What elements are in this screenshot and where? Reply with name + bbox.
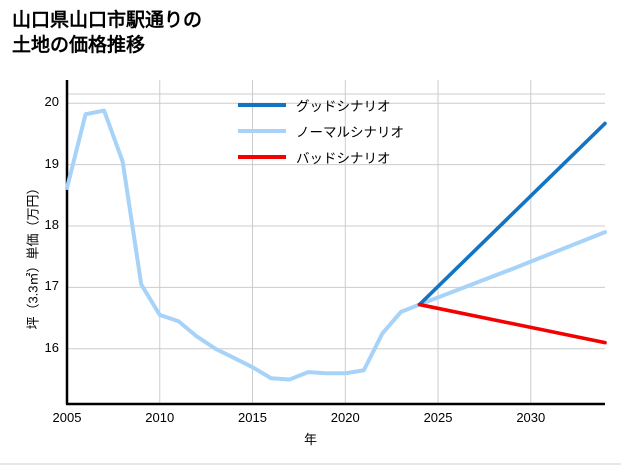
y-tick-label: 17 bbox=[44, 278, 59, 294]
x-tick-label: 2010 bbox=[145, 410, 175, 425]
chart-legend: グッドシナリオ ノーマルシナリオ バッドシナリオ bbox=[238, 92, 404, 170]
x-tick-label: 2030 bbox=[516, 410, 546, 425]
legend-label-bad: バッドシナリオ bbox=[296, 151, 391, 166]
legend-label-normal: ノーマルシナリオ bbox=[296, 125, 404, 140]
legend-item-bad[interactable]: バッドシナリオ bbox=[238, 144, 404, 170]
series-line-bad bbox=[417, 302, 607, 345]
y-axis-label: 坪（3.3㎡）単価（万円） bbox=[25, 181, 41, 330]
chart-title: 山口県山口市駅通りの 土地の価格推移 bbox=[12, 10, 203, 57]
x-tick-label: 2020 bbox=[330, 410, 360, 425]
x-tick-label: 2025 bbox=[423, 410, 453, 425]
legend-item-good[interactable]: グッドシナリオ bbox=[238, 92, 404, 118]
x-axis-label: 年 bbox=[303, 432, 317, 447]
y-tick-label: 20 bbox=[44, 94, 59, 110]
series-line-good bbox=[417, 121, 607, 307]
x-tick-label: 2015 bbox=[238, 410, 267, 425]
series-line-history_and_normal bbox=[65, 108, 607, 382]
y-tick-label: 16 bbox=[44, 339, 59, 355]
legend-swatch-good bbox=[238, 103, 286, 107]
y-tick-label: 18 bbox=[44, 216, 59, 232]
x-tick-label: 2005 bbox=[52, 410, 82, 425]
y-tick-label: 19 bbox=[44, 155, 59, 171]
legend-label-good: グッドシナリオ bbox=[296, 99, 391, 114]
legend-swatch-bad bbox=[238, 155, 286, 159]
bottom-divider bbox=[0, 463, 621, 465]
legend-item-normal[interactable]: ノーマルシナリオ bbox=[238, 118, 404, 144]
legend-swatch-normal bbox=[238, 129, 286, 133]
